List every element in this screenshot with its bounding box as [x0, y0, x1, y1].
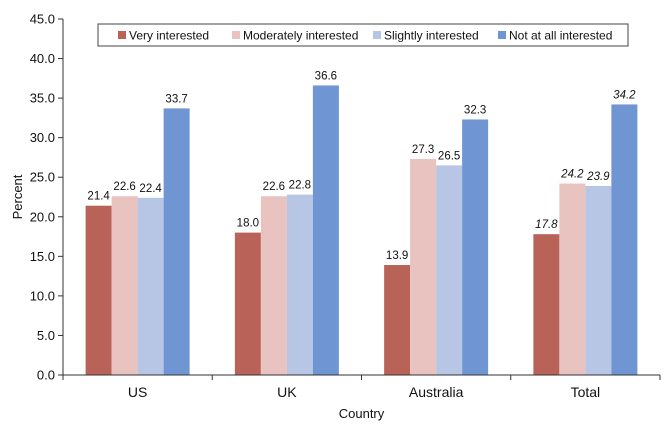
bar-value-label: 23.9 — [586, 171, 610, 183]
bar-australia-2 — [436, 165, 463, 375]
y-tick-label: 40.0 — [30, 51, 55, 66]
x-category-label: US — [128, 384, 147, 400]
bar-value-label: 13.9 — [386, 250, 408, 262]
x-axis: US UK Australia Total — [62, 374, 661, 400]
bar-us-3 — [163, 108, 190, 375]
bar-us-1 — [111, 196, 138, 375]
x-category-label: UK — [277, 384, 297, 400]
bars — [85, 85, 638, 376]
bar-value-label: 24.2 — [560, 169, 584, 181]
legend-swatch — [498, 31, 506, 39]
bar-value-label: 22.8 — [289, 180, 311, 192]
legend-box — [97, 23, 629, 47]
y-tick-label: 20.0 — [30, 209, 55, 224]
bar-total-0 — [533, 234, 560, 375]
bar-value-label: 21.4 — [87, 191, 110, 203]
y-tick-label: 35.0 — [30, 91, 55, 106]
bar-value-label: 27.3 — [412, 144, 434, 156]
bar-australia-0 — [384, 265, 411, 375]
bar-total-3 — [611, 104, 638, 375]
bar-value-label: 18.0 — [237, 218, 259, 230]
legend-label: Very interested — [129, 29, 209, 43]
bar-uk-2 — [286, 194, 313, 375]
bar-value-label: 17.8 — [535, 219, 558, 231]
y-tick-label: 30.0 — [30, 130, 55, 145]
y-tick-label: 5.0 — [37, 328, 55, 343]
bar-us-0 — [85, 205, 112, 375]
x-category-label: Australia — [409, 384, 464, 400]
bar-uk-3 — [312, 85, 339, 375]
legend-label: Slightly interested — [384, 29, 479, 43]
bar-value-label: 22.6 — [113, 181, 135, 193]
bar-value-label: 34.2 — [613, 89, 636, 101]
bar-us-2 — [137, 197, 164, 375]
y-tick-label: 10.0 — [30, 288, 55, 303]
y-tick-label: 15.0 — [30, 249, 55, 264]
legend-swatch — [373, 31, 381, 39]
bar-value-label: 32.3 — [464, 104, 486, 116]
legend-swatch — [232, 31, 240, 39]
y-axis-ticks: 0.0 5.0 10.0 15.0 20.0 25.0 30.0 35.0 40.0 45.0 — [30, 12, 64, 383]
x-axis-title: Country — [339, 406, 385, 421]
legend-label: Moderately interested — [243, 29, 358, 43]
bar-value-label: 36.6 — [315, 70, 337, 82]
bar-total-2 — [585, 185, 612, 375]
y-tick-label: 45.0 — [30, 12, 55, 27]
bar-value-label: 26.5 — [438, 150, 460, 162]
bar-value-label: 22.4 — [139, 183, 162, 195]
bar-uk-0 — [234, 232, 261, 375]
y-axis-title: Percent — [10, 174, 25, 219]
bar-uk-1 — [260, 196, 287, 375]
y-tick-label: 0.0 — [37, 368, 55, 383]
data-labels: 21.422.6 22.433.718.022.6 22.836.613.927.3… — [87, 70, 636, 262]
bar-value-label: 22.6 — [263, 181, 285, 193]
legend-label: Not at all interested — [509, 29, 612, 43]
x-category-label: Total — [571, 384, 601, 400]
bar-australia-1 — [410, 159, 437, 375]
y-tick-label: 25.0 — [30, 170, 55, 185]
bar-australia-3 — [462, 119, 489, 376]
bar-total-1 — [559, 183, 586, 375]
bar-value-label: 33.7 — [165, 93, 187, 105]
legend: Very interested Moderately interested Slig… — [97, 23, 629, 47]
legend-swatch — [118, 31, 126, 39]
